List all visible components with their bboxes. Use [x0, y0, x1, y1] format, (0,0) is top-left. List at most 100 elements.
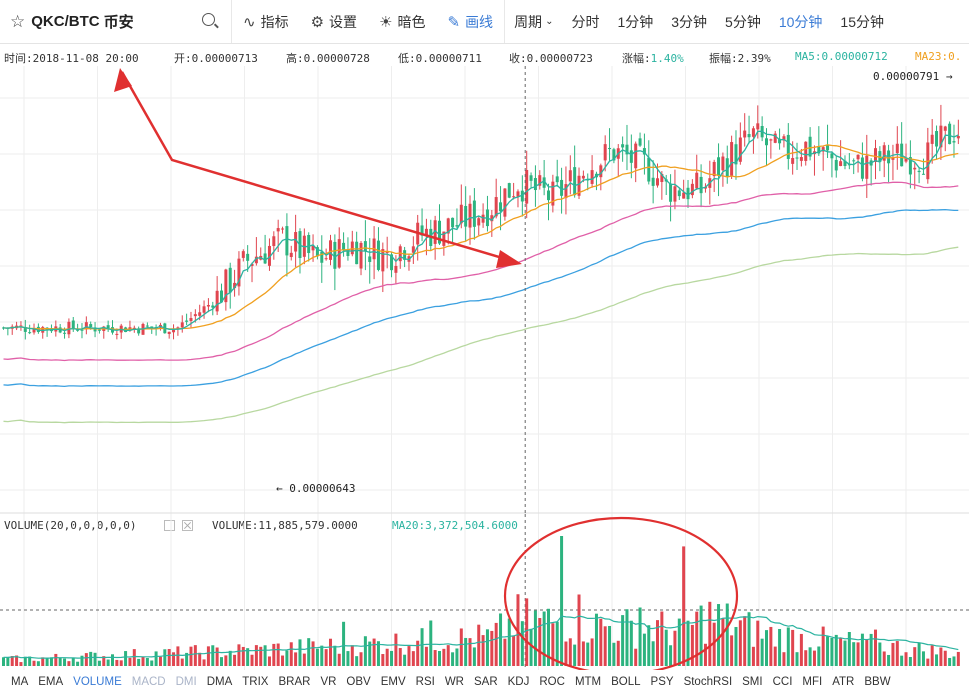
period-option[interactable]: 分时	[571, 13, 600, 30]
volume-bar	[839, 637, 843, 666]
indicator-brar[interactable]: BRAR	[278, 676, 311, 688]
tool-pencil[interactable]: ✎ 画线	[436, 0, 504, 43]
indicator-obv[interactable]: OBV	[346, 676, 371, 688]
indicator-volume[interactable]: VOLUME	[73, 676, 122, 688]
volume-bar	[250, 654, 254, 666]
candle-body	[516, 191, 520, 197]
candle-body	[451, 217, 455, 228]
volume-bar	[917, 642, 921, 666]
candlestick-chart[interactable]	[0, 66, 969, 514]
candle-body	[376, 240, 380, 270]
volume-bar	[529, 628, 533, 666]
candle-body	[381, 249, 385, 272]
search-icon[interactable]	[202, 13, 215, 26]
candle-body	[507, 183, 511, 198]
ma-pink-line	[3, 181, 959, 362]
candle-body	[215, 290, 219, 312]
volume-bar	[315, 648, 319, 666]
candle-body	[612, 149, 616, 161]
period-option[interactable]: 10分钟	[778, 13, 823, 30]
candle-body	[520, 190, 524, 202]
indicator-roc[interactable]: ROC	[539, 676, 565, 688]
volume-bar	[542, 611, 546, 666]
candle-body	[712, 161, 716, 177]
candle-body	[424, 228, 428, 237]
candle-body	[581, 175, 585, 179]
indicator-ma[interactable]: MA	[11, 676, 29, 688]
volume-bar	[455, 648, 459, 666]
candle-body	[682, 192, 686, 199]
candle-body	[948, 123, 952, 145]
candle-body	[943, 126, 947, 131]
candle-body	[468, 203, 472, 228]
indicator-dma[interactable]: DMA	[206, 676, 233, 688]
volume-bar	[84, 653, 88, 666]
candle-body	[804, 141, 808, 161]
indicator-emv[interactable]: EMV	[380, 676, 406, 688]
volume-bar	[307, 638, 311, 666]
tool-indicator[interactable]: ∿ 指标	[232, 0, 300, 43]
volume-bar	[625, 609, 629, 666]
indicator-cci[interactable]: CCI	[772, 676, 793, 688]
volume-bar	[180, 658, 184, 666]
period-option[interactable]: 3分钟	[671, 13, 708, 30]
star-icon[interactable]: ☆	[10, 11, 26, 31]
candle-body	[294, 232, 298, 252]
volume-bar	[943, 650, 947, 666]
tool-label: 画线	[465, 13, 494, 30]
candle-body	[913, 167, 917, 170]
tool-sun[interactable]: ☀ 暗色	[368, 0, 436, 43]
indicator-mtm[interactable]: MTM	[574, 676, 602, 688]
indicator-psy[interactable]: PSY	[650, 676, 674, 688]
period-menu[interactable]: 周期 ⌄	[505, 0, 562, 43]
indicator-ema[interactable]: EMA	[38, 676, 64, 688]
candle-body	[355, 241, 359, 265]
indicator-vr[interactable]: VR	[320, 676, 337, 688]
period-option[interactable]: 15分钟	[840, 13, 884, 30]
indicator-rsi[interactable]: RSI	[415, 676, 435, 688]
indicator-mfi[interactable]: MFI	[802, 676, 823, 688]
volume-bar	[656, 620, 659, 666]
indicator-wr[interactable]: WR	[444, 676, 464, 688]
indicator-boll[interactable]: BOLL	[611, 676, 641, 688]
volume-chart[interactable]	[0, 514, 969, 670]
volume-close-button[interactable]	[182, 520, 193, 531]
indicator-bbw[interactable]: BBW	[864, 676, 891, 688]
volume-bar	[111, 654, 114, 666]
candle-body	[93, 327, 97, 332]
volume-bar	[547, 608, 550, 666]
volume-settings-button[interactable]	[164, 520, 175, 531]
indicator-macd[interactable]: MACD	[131, 676, 166, 688]
candle-body	[224, 269, 228, 303]
volume-bar	[193, 645, 197, 666]
tool-gear[interactable]: ⚙ 设置	[300, 0, 368, 43]
indicator-trix[interactable]: TRIX	[242, 676, 269, 688]
volume-bar	[690, 624, 694, 666]
info-change-label: 涨幅:	[622, 52, 651, 65]
symbol-selector[interactable]: ☆ QKC/BTC 币安	[0, 0, 232, 43]
indicator-atr[interactable]: ATR	[832, 676, 855, 688]
period-option[interactable]: 5分钟	[725, 13, 761, 30]
candle-body	[320, 251, 324, 263]
candle-body	[206, 304, 210, 307]
volume-bar	[359, 652, 363, 666]
candle-body	[590, 170, 594, 184]
indicator-kdj[interactable]: KDJ	[507, 676, 530, 688]
volume-ma20-line	[3, 615, 959, 659]
indicator-smi[interactable]: SMI	[742, 676, 763, 688]
annotation-arrowhead	[496, 250, 522, 268]
volume-bar	[163, 649, 167, 666]
indicator-dmi[interactable]: DMI	[175, 676, 197, 688]
volume-bar	[141, 656, 145, 666]
volume-bar	[355, 656, 359, 666]
volume-bar	[677, 618, 681, 666]
volume-bar	[481, 635, 485, 666]
volume-bar	[743, 616, 747, 666]
candle-body	[799, 157, 803, 161]
volume-bar	[438, 651, 441, 666]
indicator-stochrsi[interactable]: StochRSI	[683, 676, 733, 688]
candle-body	[874, 148, 877, 162]
candle-body	[756, 123, 760, 130]
indicator-sar[interactable]: SAR	[473, 676, 498, 688]
period-option[interactable]: 1分钟	[617, 13, 654, 30]
